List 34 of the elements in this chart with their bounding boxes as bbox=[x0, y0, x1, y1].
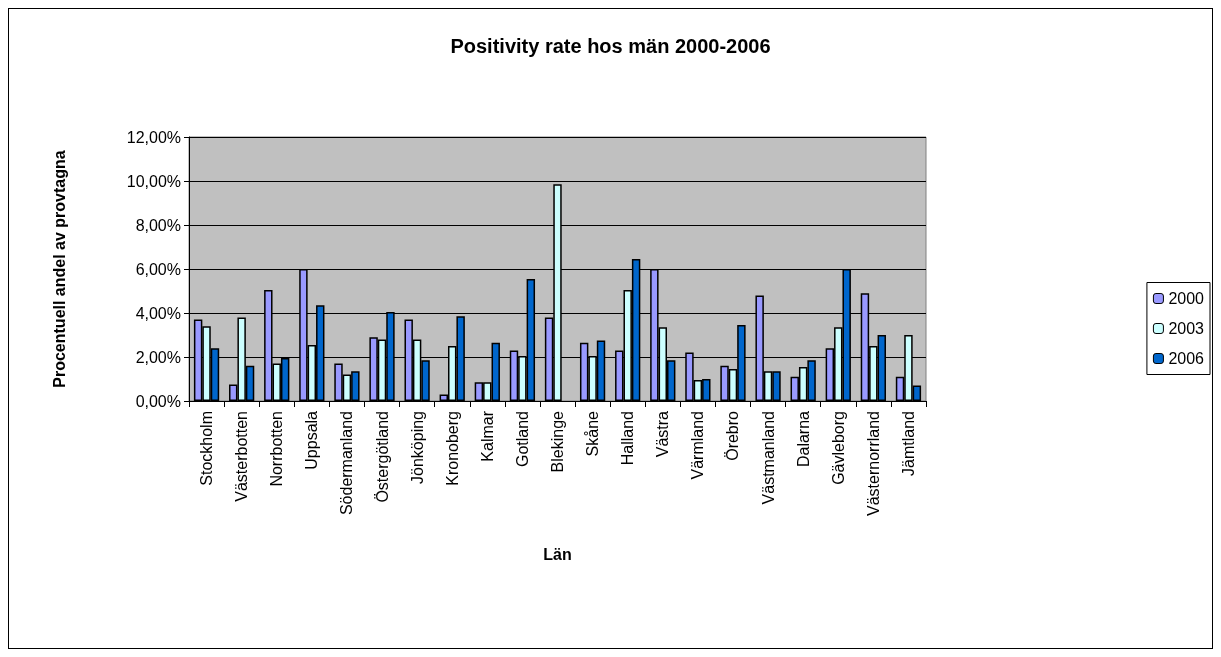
x-tick-label: Östergötland bbox=[373, 411, 391, 503]
x-tick-label: Kronoberg bbox=[443, 411, 461, 486]
x-tick-label: Kalmar bbox=[478, 410, 496, 462]
x-tick-label: Halland bbox=[619, 411, 637, 466]
y-tick-label: 4,00% bbox=[135, 304, 181, 322]
y-axis-title: Procentuell andel av provtagna bbox=[50, 150, 68, 388]
x-tick-label: Skåne bbox=[584, 410, 602, 457]
x-tick-label: Gotland bbox=[513, 411, 531, 468]
y-tick-label: 0,00% bbox=[135, 392, 181, 410]
x-tick-label: Stockholm bbox=[198, 411, 216, 486]
x-tick-label: Örebro bbox=[724, 410, 742, 461]
y-tick-label: 10,00% bbox=[126, 172, 181, 190]
y-tick-label: 8,00% bbox=[135, 216, 181, 234]
x-axis-title: Län bbox=[543, 545, 572, 563]
x-tick-label: Västra bbox=[654, 410, 672, 458]
legend-label: 2000 bbox=[1168, 290, 1205, 307]
legend-label: 2003 bbox=[1168, 320, 1205, 337]
x-tick-label: Jämtland bbox=[899, 411, 917, 476]
x-tick-label: Uppsala bbox=[303, 410, 321, 470]
y-tick-label: 12,00% bbox=[126, 128, 181, 146]
x-tick-label: Västernorrland bbox=[864, 411, 882, 516]
chart-title: Positivity rate hos män 2000-2006 bbox=[450, 35, 771, 57]
x-tick-label: Blekinge bbox=[549, 410, 566, 473]
x-tick-label: Norrbotten bbox=[268, 411, 286, 487]
y-tick-label: 2,00% bbox=[135, 348, 181, 366]
x-tick-label: Dalarna bbox=[794, 410, 812, 468]
x-tick-label: Värmland bbox=[689, 411, 707, 480]
x-tick-label: Södermanland bbox=[338, 411, 356, 516]
x-tick-label: Västerbotten bbox=[233, 411, 251, 502]
y-tick-label: 6,00% bbox=[135, 260, 181, 278]
x-tick-label: Gävleborg bbox=[829, 411, 847, 485]
x-tick-label: Västmanland bbox=[759, 411, 777, 505]
x-tick-label: Jönköping bbox=[408, 411, 426, 484]
legend-label: 2006 bbox=[1168, 350, 1205, 367]
